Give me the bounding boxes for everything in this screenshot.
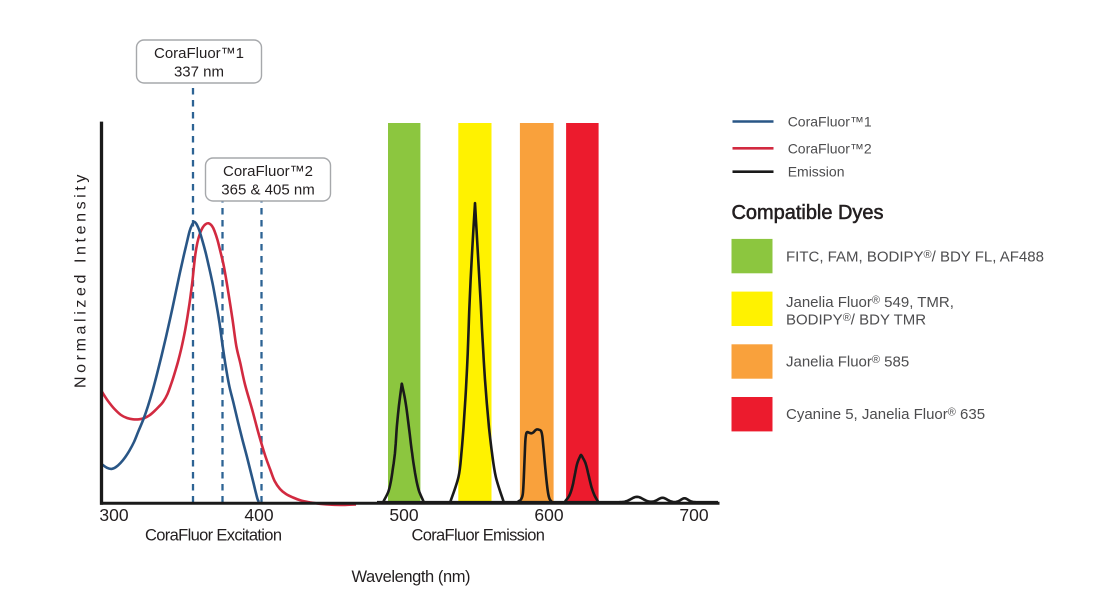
svg-text:CoraFluor Emission: CoraFluor Emission — [411, 526, 545, 544]
svg-text:CoraFluor™2: CoraFluor™2 — [788, 140, 872, 156]
svg-text:400: 400 — [244, 505, 273, 525]
svg-text:365 & 405 nm: 365 & 405 nm — [221, 182, 314, 199]
svg-text:CoraFluor™1: CoraFluor™1 — [788, 114, 872, 130]
svg-text:Janelia Fluor® 549, TMR,: Janelia Fluor® 549, TMR, — [786, 294, 954, 311]
svg-text:300: 300 — [99, 505, 128, 525]
svg-text:600: 600 — [534, 505, 563, 525]
svg-text:CoraFluor Excitation: CoraFluor Excitation — [145, 526, 282, 544]
svg-text:500: 500 — [389, 505, 418, 525]
svg-text:Emission: Emission — [788, 164, 845, 180]
svg-text:Compatible Dyes: Compatible Dyes — [732, 202, 884, 224]
svg-text:BODIPY®/ BDY TMR: BODIPY®/ BDY TMR — [786, 312, 926, 329]
svg-text:CoraFluor™2: CoraFluor™2 — [223, 163, 313, 180]
svg-text:337 nm: 337 nm — [174, 64, 224, 81]
svg-text:Wavelength (nm): Wavelength (nm) — [352, 568, 471, 586]
svg-text:Janelia Fluor® 585: Janelia Fluor® 585 — [786, 354, 909, 371]
svg-text:700: 700 — [679, 505, 708, 525]
svg-text:Cyanine 5, Janelia Fluor® 635: Cyanine 5, Janelia Fluor® 635 — [786, 406, 985, 423]
svg-text:CoraFluor™1: CoraFluor™1 — [154, 45, 244, 62]
svg-text:Normalized Intensity: Normalized Intensity — [73, 171, 90, 388]
svg-text:FITC, FAM, BODIPY®/ BDY FL, AF: FITC, FAM, BODIPY®/ BDY FL, AF488 — [786, 248, 1044, 265]
